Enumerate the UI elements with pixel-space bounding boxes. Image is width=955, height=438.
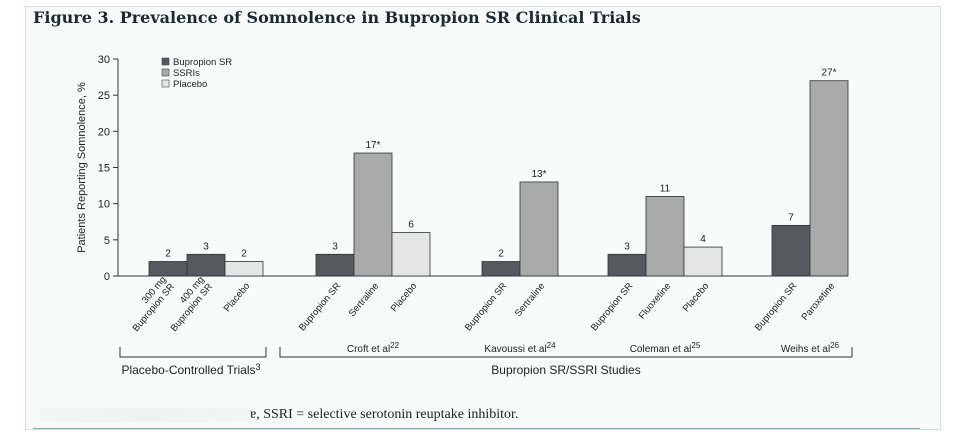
footnote: ɐ, SSRI = selective serotonin reuptake i…	[40, 407, 518, 423]
category-label-line: Placebo	[389, 281, 420, 314]
category-label-line: Sertraline	[513, 281, 548, 319]
study-group-label: Coleman et al25	[630, 341, 701, 355]
category-label-line: Bupropion SR	[753, 281, 800, 333]
bar	[353, 152, 393, 277]
study-group-label: Kavoussi et al24	[484, 341, 556, 355]
bottom-rule	[33, 428, 920, 429]
bar	[771, 224, 811, 277]
bar	[683, 246, 723, 277]
y-tick-label: 20	[98, 126, 110, 138]
category-label-line: Sertraline	[347, 281, 382, 319]
y-tick-label: 15	[98, 163, 110, 175]
bar-value-label: 2	[498, 249, 504, 260]
category-label: Placebo	[681, 281, 712, 314]
bar-value-label: 3	[203, 241, 209, 252]
y-tick-label: 5	[104, 235, 110, 247]
bar	[519, 181, 559, 277]
bar-value-label: 6	[408, 220, 414, 231]
bar	[315, 253, 355, 277]
y-tick-label: 30	[98, 54, 110, 66]
y-tick-label: 10	[98, 199, 110, 211]
category-label-line: Bupropion SR	[463, 281, 510, 333]
bar-value-label: 13*	[531, 169, 546, 180]
y-tick-label: 25	[98, 90, 110, 102]
category-label: Bupropion SR	[753, 281, 800, 333]
bracket-line	[279, 347, 853, 358]
category-label: Placebo	[389, 281, 420, 314]
category-label: Fluoxetine	[637, 281, 674, 322]
bar-value-label: 3	[332, 241, 338, 252]
category-label: Sertraline	[347, 281, 382, 319]
bar	[607, 253, 647, 277]
category-label: Bupropion SR	[297, 281, 344, 333]
category-label-line: Placebo	[681, 281, 712, 314]
bracket-label: Bupropion SR/SSRI Studies	[491, 363, 640, 377]
figure-title: Figure 3. Prevalence of Somnolence in Bu…	[33, 8, 641, 27]
bar	[224, 261, 264, 277]
legend-swatch	[161, 57, 170, 66]
category-label-line: Placebo	[222, 281, 253, 314]
bracket-reference-sup: 3	[256, 362, 261, 372]
bar	[645, 196, 685, 277]
footnote-text: ɐ, SSRI = selective serotonin reuptake i…	[250, 407, 519, 422]
bar-value-label: 2	[165, 249, 171, 260]
bar-value-label: 27*	[821, 68, 836, 79]
legend-label: Bupropion SR	[173, 57, 232, 68]
bar	[391, 232, 431, 277]
bar	[481, 261, 521, 277]
bar-value-label: 3	[624, 241, 630, 252]
category-label: Sertraline	[513, 281, 548, 319]
legend-swatch	[161, 79, 170, 88]
study-reference-sup: 22	[390, 341, 399, 350]
bar-value-label: 17*	[365, 140, 380, 151]
study-reference-sup: 24	[547, 341, 556, 350]
bar-value-label: 4	[700, 234, 706, 245]
study-reference-sup: 26	[830, 341, 839, 350]
legend-swatch	[161, 68, 170, 77]
study-group-label: Weihs et al26	[781, 341, 840, 355]
category-label: Placebo	[222, 281, 253, 314]
bracket-line	[119, 347, 267, 358]
legend-label: SSRIs	[173, 68, 200, 79]
bar	[809, 80, 849, 277]
category-label: Paroxetine	[800, 281, 838, 323]
y-axis-label: Patients Reporting Somnolence, %	[76, 82, 88, 253]
bar	[186, 253, 226, 277]
bracket-label: Placebo-Controlled Trials3	[121, 362, 260, 377]
category-label-line: Bupropion SR	[589, 281, 636, 333]
category-label: Bupropion SR	[589, 281, 636, 333]
category-label-line: Paroxetine	[800, 281, 838, 323]
bar-value-label: 7	[788, 212, 794, 223]
category-label-line: Bupropion SR	[297, 281, 344, 333]
figure-frame	[25, 6, 941, 430]
category-label-line: Fluoxetine	[637, 281, 674, 322]
study-group-label: Croft et al22	[347, 341, 400, 355]
study-reference-sup: 25	[691, 341, 700, 350]
category-label: Bupropion SR	[463, 281, 510, 333]
legend-label: Placebo	[173, 79, 207, 90]
y-tick-label: 0	[104, 271, 110, 283]
bar-value-label: 2	[241, 249, 247, 260]
bar	[148, 261, 188, 277]
bar-value-label: 11	[660, 183, 671, 194]
obscured-footnote-text	[40, 407, 250, 422]
